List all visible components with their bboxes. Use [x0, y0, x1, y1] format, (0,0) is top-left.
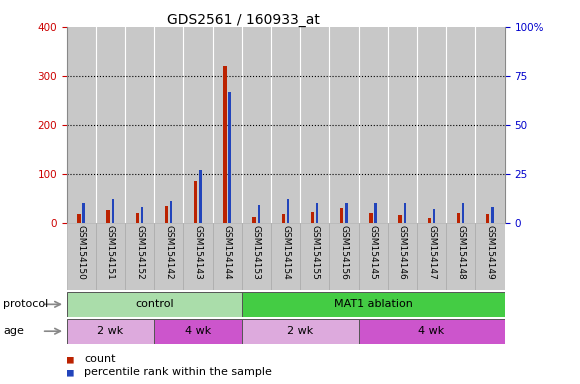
Bar	[446, 223, 476, 290]
Bar	[194, 181, 197, 223]
Text: GSM154152: GSM154152	[135, 225, 144, 280]
Bar	[375, 203, 377, 223]
Bar	[242, 319, 358, 344]
Text: control: control	[135, 299, 173, 310]
Text: GSM154156: GSM154156	[339, 225, 349, 280]
Bar	[96, 223, 125, 290]
Bar	[154, 319, 242, 344]
Bar	[154, 223, 183, 290]
Bar	[398, 215, 402, 223]
Bar	[358, 27, 388, 223]
Bar	[311, 212, 314, 223]
Bar	[329, 223, 358, 290]
Bar	[388, 223, 417, 290]
Bar	[229, 91, 231, 223]
Text: GSM154149: GSM154149	[485, 225, 495, 280]
Bar	[165, 205, 168, 223]
Bar	[281, 214, 285, 223]
Text: GDS2561 / 160933_at: GDS2561 / 160933_at	[167, 13, 320, 27]
Text: age: age	[3, 326, 24, 336]
Text: MAT1 ablation: MAT1 ablation	[334, 299, 412, 310]
Bar	[271, 223, 300, 290]
Bar	[369, 213, 372, 223]
Bar	[300, 223, 329, 290]
Text: GSM154143: GSM154143	[194, 225, 202, 280]
Bar	[456, 213, 460, 223]
Bar	[183, 223, 213, 290]
Text: ■: ■	[67, 367, 74, 377]
Bar	[223, 66, 227, 223]
Text: GSM154147: GSM154147	[427, 225, 436, 280]
Bar	[67, 319, 154, 344]
Bar	[242, 292, 505, 317]
Text: protocol: protocol	[3, 299, 48, 310]
Bar	[252, 217, 256, 223]
Bar	[183, 27, 213, 223]
Bar	[242, 27, 271, 223]
Text: 4 wk: 4 wk	[185, 326, 211, 336]
Bar	[112, 199, 114, 223]
Text: 4 wk: 4 wk	[419, 326, 445, 336]
Bar	[67, 223, 96, 290]
Text: GSM154150: GSM154150	[77, 225, 86, 280]
Bar	[417, 223, 446, 290]
Bar	[125, 27, 154, 223]
Bar	[287, 199, 289, 223]
Bar	[462, 203, 465, 223]
Bar	[77, 214, 81, 223]
Bar	[242, 223, 271, 290]
Text: GSM154144: GSM154144	[223, 225, 232, 280]
Bar	[271, 27, 300, 223]
Bar	[200, 170, 202, 223]
Bar	[136, 213, 139, 223]
Text: GSM154151: GSM154151	[106, 225, 115, 280]
Bar	[476, 223, 505, 290]
Bar	[316, 203, 318, 223]
Bar	[96, 27, 125, 223]
Text: 2 wk: 2 wk	[97, 326, 124, 336]
Bar	[258, 205, 260, 223]
Bar	[404, 203, 406, 223]
Text: count: count	[84, 354, 115, 364]
Bar	[417, 27, 446, 223]
Bar	[141, 207, 143, 223]
Bar	[170, 201, 172, 223]
Bar	[491, 207, 494, 223]
Bar	[213, 27, 242, 223]
Text: ■: ■	[67, 354, 74, 364]
Text: GSM154155: GSM154155	[310, 225, 320, 280]
Bar	[340, 208, 343, 223]
Bar	[213, 223, 242, 290]
Text: GSM154154: GSM154154	[281, 225, 290, 280]
Bar	[125, 223, 154, 290]
Bar	[433, 209, 435, 223]
Bar	[358, 319, 505, 344]
Bar	[446, 27, 476, 223]
Bar	[329, 27, 358, 223]
Bar	[67, 292, 242, 317]
Text: GSM154146: GSM154146	[398, 225, 407, 280]
Text: GSM154148: GSM154148	[456, 225, 465, 280]
Text: GSM154145: GSM154145	[369, 225, 378, 280]
Bar	[388, 27, 417, 223]
Bar	[300, 27, 329, 223]
Bar	[486, 214, 490, 223]
Text: 2 wk: 2 wk	[287, 326, 313, 336]
Bar	[82, 203, 85, 223]
Bar	[476, 27, 505, 223]
Text: percentile rank within the sample: percentile rank within the sample	[84, 367, 272, 377]
Bar	[427, 218, 431, 223]
Text: GSM154142: GSM154142	[164, 225, 173, 280]
Bar	[154, 27, 183, 223]
Bar	[345, 203, 347, 223]
Bar	[67, 27, 96, 223]
Bar	[106, 210, 110, 223]
Text: GSM154153: GSM154153	[252, 225, 261, 280]
Bar	[358, 223, 388, 290]
